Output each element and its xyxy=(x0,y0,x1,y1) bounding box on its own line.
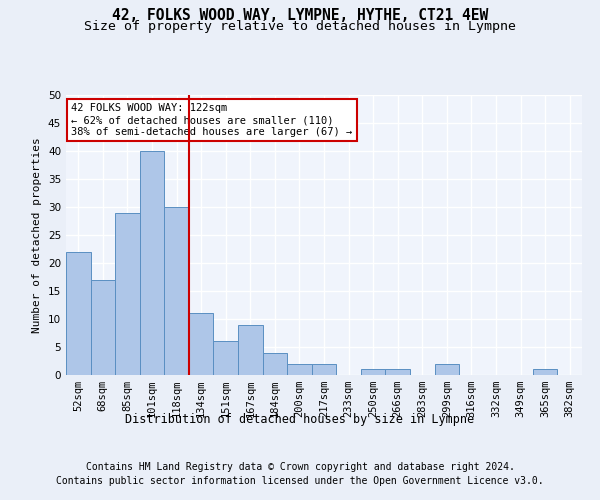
Text: 42, FOLKS WOOD WAY, LYMPNE, HYTHE, CT21 4EW: 42, FOLKS WOOD WAY, LYMPNE, HYTHE, CT21 … xyxy=(112,8,488,22)
Text: Size of property relative to detached houses in Lympne: Size of property relative to detached ho… xyxy=(84,20,516,33)
Bar xyxy=(434,364,459,375)
Bar xyxy=(164,207,189,375)
Bar xyxy=(287,364,312,375)
Bar xyxy=(214,342,238,375)
Bar xyxy=(263,352,287,375)
Bar xyxy=(140,151,164,375)
Bar xyxy=(91,280,115,375)
Bar xyxy=(385,370,410,375)
Bar xyxy=(312,364,336,375)
Bar xyxy=(361,370,385,375)
Text: Contains public sector information licensed under the Open Government Licence v3: Contains public sector information licen… xyxy=(56,476,544,486)
Bar xyxy=(189,314,214,375)
Text: Contains HM Land Registry data © Crown copyright and database right 2024.: Contains HM Land Registry data © Crown c… xyxy=(86,462,514,472)
Y-axis label: Number of detached properties: Number of detached properties xyxy=(32,137,43,333)
Text: Distribution of detached houses by size in Lympne: Distribution of detached houses by size … xyxy=(125,412,475,426)
Text: 42 FOLKS WOOD WAY: 122sqm
← 62% of detached houses are smaller (110)
38% of semi: 42 FOLKS WOOD WAY: 122sqm ← 62% of detac… xyxy=(71,104,352,136)
Bar xyxy=(238,324,263,375)
Bar xyxy=(115,212,140,375)
Bar xyxy=(66,252,91,375)
Bar xyxy=(533,370,557,375)
